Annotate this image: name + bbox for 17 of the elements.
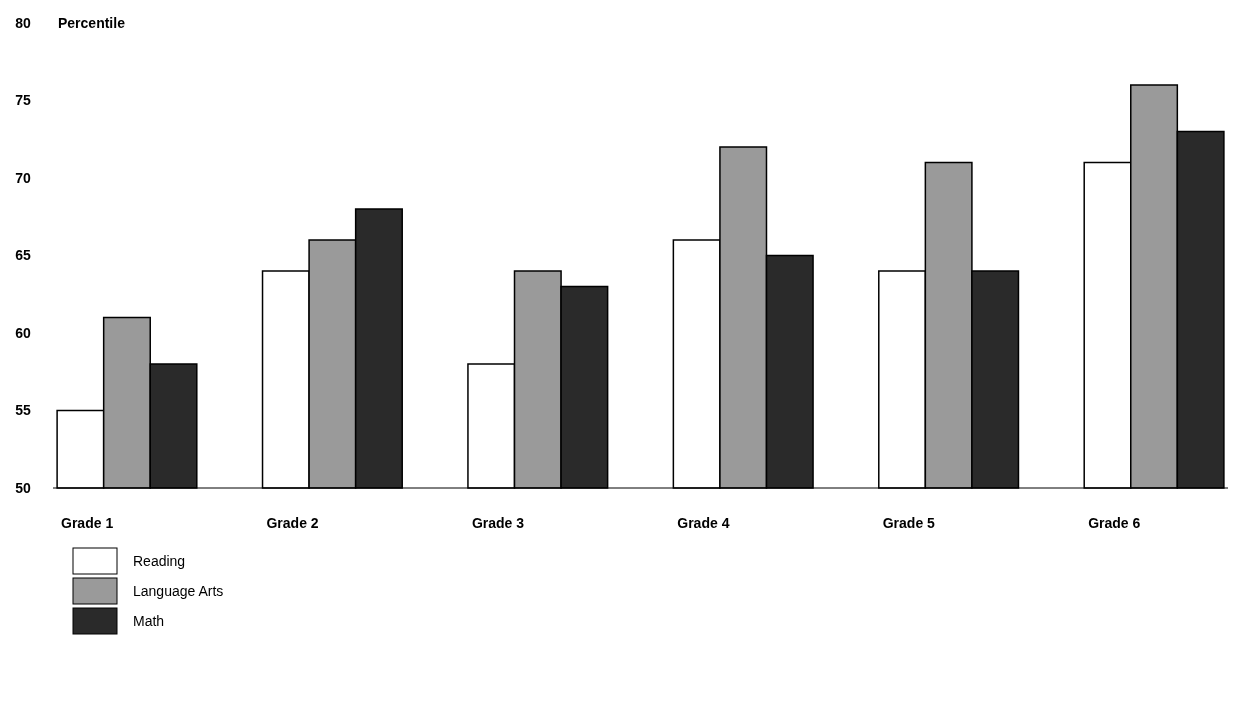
y-tick-label: 60 [15, 324, 31, 341]
y-tick-label: 70 [15, 169, 31, 186]
y-tick-label: 55 [15, 402, 31, 419]
y-tick-label: 75 [15, 92, 31, 109]
y-axis-title: Percentile [58, 14, 126, 31]
x-tick-label: Grade 6 [1088, 515, 1141, 531]
y-tick-label: 65 [15, 247, 31, 264]
legend-label: Language Arts [133, 582, 224, 599]
x-tick-label: Grade 5 [882, 515, 936, 531]
x-tick-label: Grade 1 [61, 515, 114, 531]
y-tick-label: 50 [15, 479, 31, 496]
x-tick-label: Grade 3 [471, 515, 525, 531]
legend-label: Reading [133, 552, 186, 569]
y-tick-label: 80 [15, 14, 31, 31]
x-tick-label: Grade 2 [266, 515, 319, 531]
x-tick-label: Grade 4 [677, 515, 730, 531]
legend-label: Math [133, 612, 165, 629]
